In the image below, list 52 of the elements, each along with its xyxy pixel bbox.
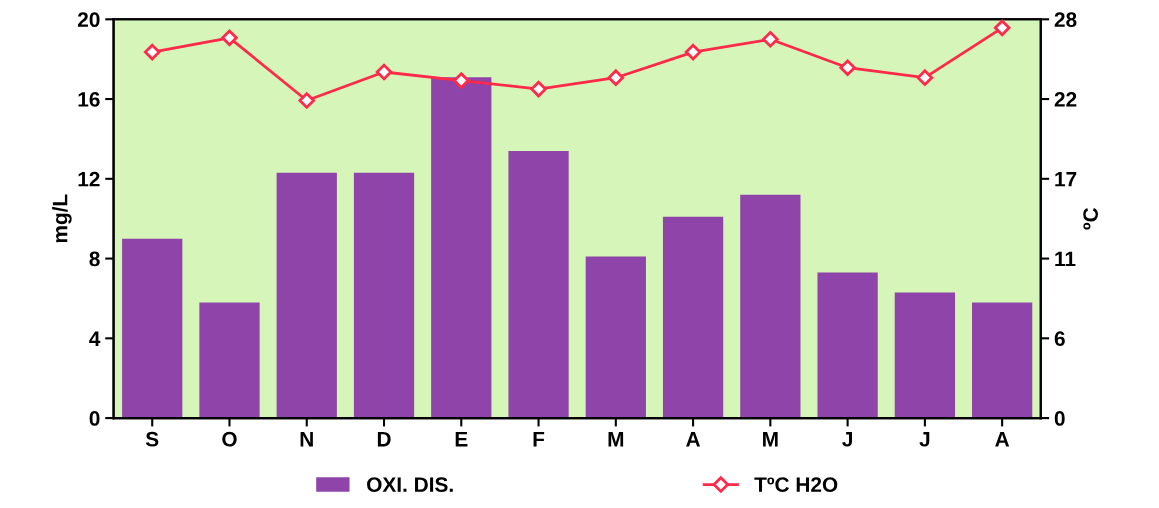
point (993, 19, 1011, 37)
x-tick-label: A (995, 432, 1010, 447)
point (607, 69, 625, 86)
y2-tick-label: 17 (1055, 172, 1077, 187)
bar (431, 77, 492, 419)
x-tick-label: J (919, 432, 930, 447)
bar (585, 256, 646, 419)
x-tick-label: F (533, 432, 545, 447)
y-tick-label: 12 (78, 171, 100, 187)
y-tick-label: 4 (89, 331, 101, 346)
y-axis-title: mg/L (52, 194, 72, 243)
y2-tick-label: 11 (1055, 251, 1076, 267)
point (530, 80, 547, 98)
y-tick-label: 0 (89, 411, 100, 426)
y2-axis-title: ºC (1083, 207, 1099, 230)
bar (122, 238, 183, 419)
y-tick-label: 16 (78, 92, 100, 107)
x-tick-label: E (455, 432, 468, 447)
x-tick-label: J (842, 432, 852, 447)
bar (508, 150, 569, 419)
x-tick-label: A (686, 432, 701, 447)
x-tick-label: O (222, 431, 237, 447)
bar (276, 172, 337, 419)
x-tick-label: N (300, 432, 313, 447)
bar (353, 172, 415, 419)
point (221, 29, 238, 47)
bar (894, 292, 956, 419)
point (684, 43, 702, 61)
bar (817, 272, 878, 419)
point (453, 72, 470, 89)
point (916, 69, 934, 86)
x-tick-label: M (608, 432, 624, 447)
bar (662, 216, 724, 419)
x-tick-label: D (377, 432, 391, 447)
point (143, 43, 161, 61)
x-tick-label: M (763, 432, 778, 447)
legend-label: TºC H2O (754, 477, 838, 493)
y2-tick-label: 0 (1054, 411, 1065, 426)
point (375, 63, 393, 81)
point (298, 92, 316, 109)
y2-tick-label: 22 (1054, 92, 1077, 107)
y-tick-label: 20 (77, 12, 100, 28)
y2-tick-label: 6 (1054, 331, 1065, 347)
bar (199, 302, 260, 419)
bar (972, 302, 1033, 419)
x-tick-label: S (145, 431, 159, 447)
y2-tick-label: 28 (1054, 12, 1077, 28)
legend-label: OXI. DIS. (367, 477, 453, 493)
y-tick-label: 8 (89, 251, 100, 267)
point (762, 30, 779, 48)
point (839, 59, 856, 76)
bar (740, 194, 801, 419)
